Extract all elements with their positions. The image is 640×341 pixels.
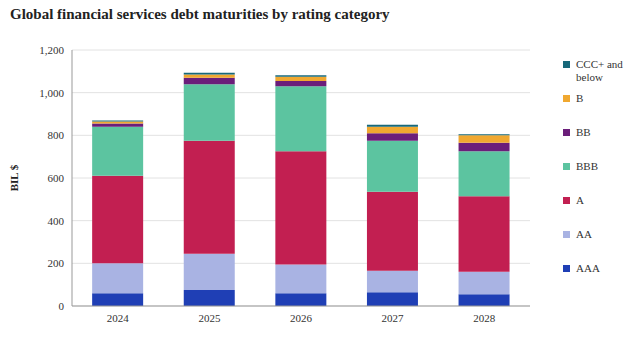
svg-text:1,000: 1,000: [39, 87, 64, 99]
svg-text:0: 0: [59, 300, 65, 312]
svg-text:600: 600: [48, 172, 65, 184]
html-text:Global financial services debt: Global financial services debt maturitie…: [10, 6, 390, 22]
html-text:BBB: BBB: [576, 160, 598, 172]
svg-text:200: 200: [48, 257, 65, 269]
svg-text:2025: 2025: [198, 312, 221, 324]
svg-text:2028: 2028: [473, 312, 496, 324]
svg-text:1,200: 1,200: [39, 44, 64, 56]
html-text:A: A: [576, 194, 584, 206]
html-text:AAA: AAA: [576, 262, 600, 274]
html-text:AA: AA: [576, 228, 592, 240]
svg-text:400: 400: [48, 215, 65, 227]
svg-text:800: 800: [48, 129, 65, 141]
svg-text:BIL $: BIL $: [8, 164, 20, 191]
svg-text:2026: 2026: [290, 312, 313, 324]
html-text:B: B: [576, 92, 584, 104]
html-text:CCC+ and below: CCC+ and below: [576, 58, 623, 83]
svg-text:2024: 2024: [107, 312, 130, 324]
svg-text:2027: 2027: [382, 312, 405, 324]
html-text:BB: BB: [576, 126, 591, 138]
